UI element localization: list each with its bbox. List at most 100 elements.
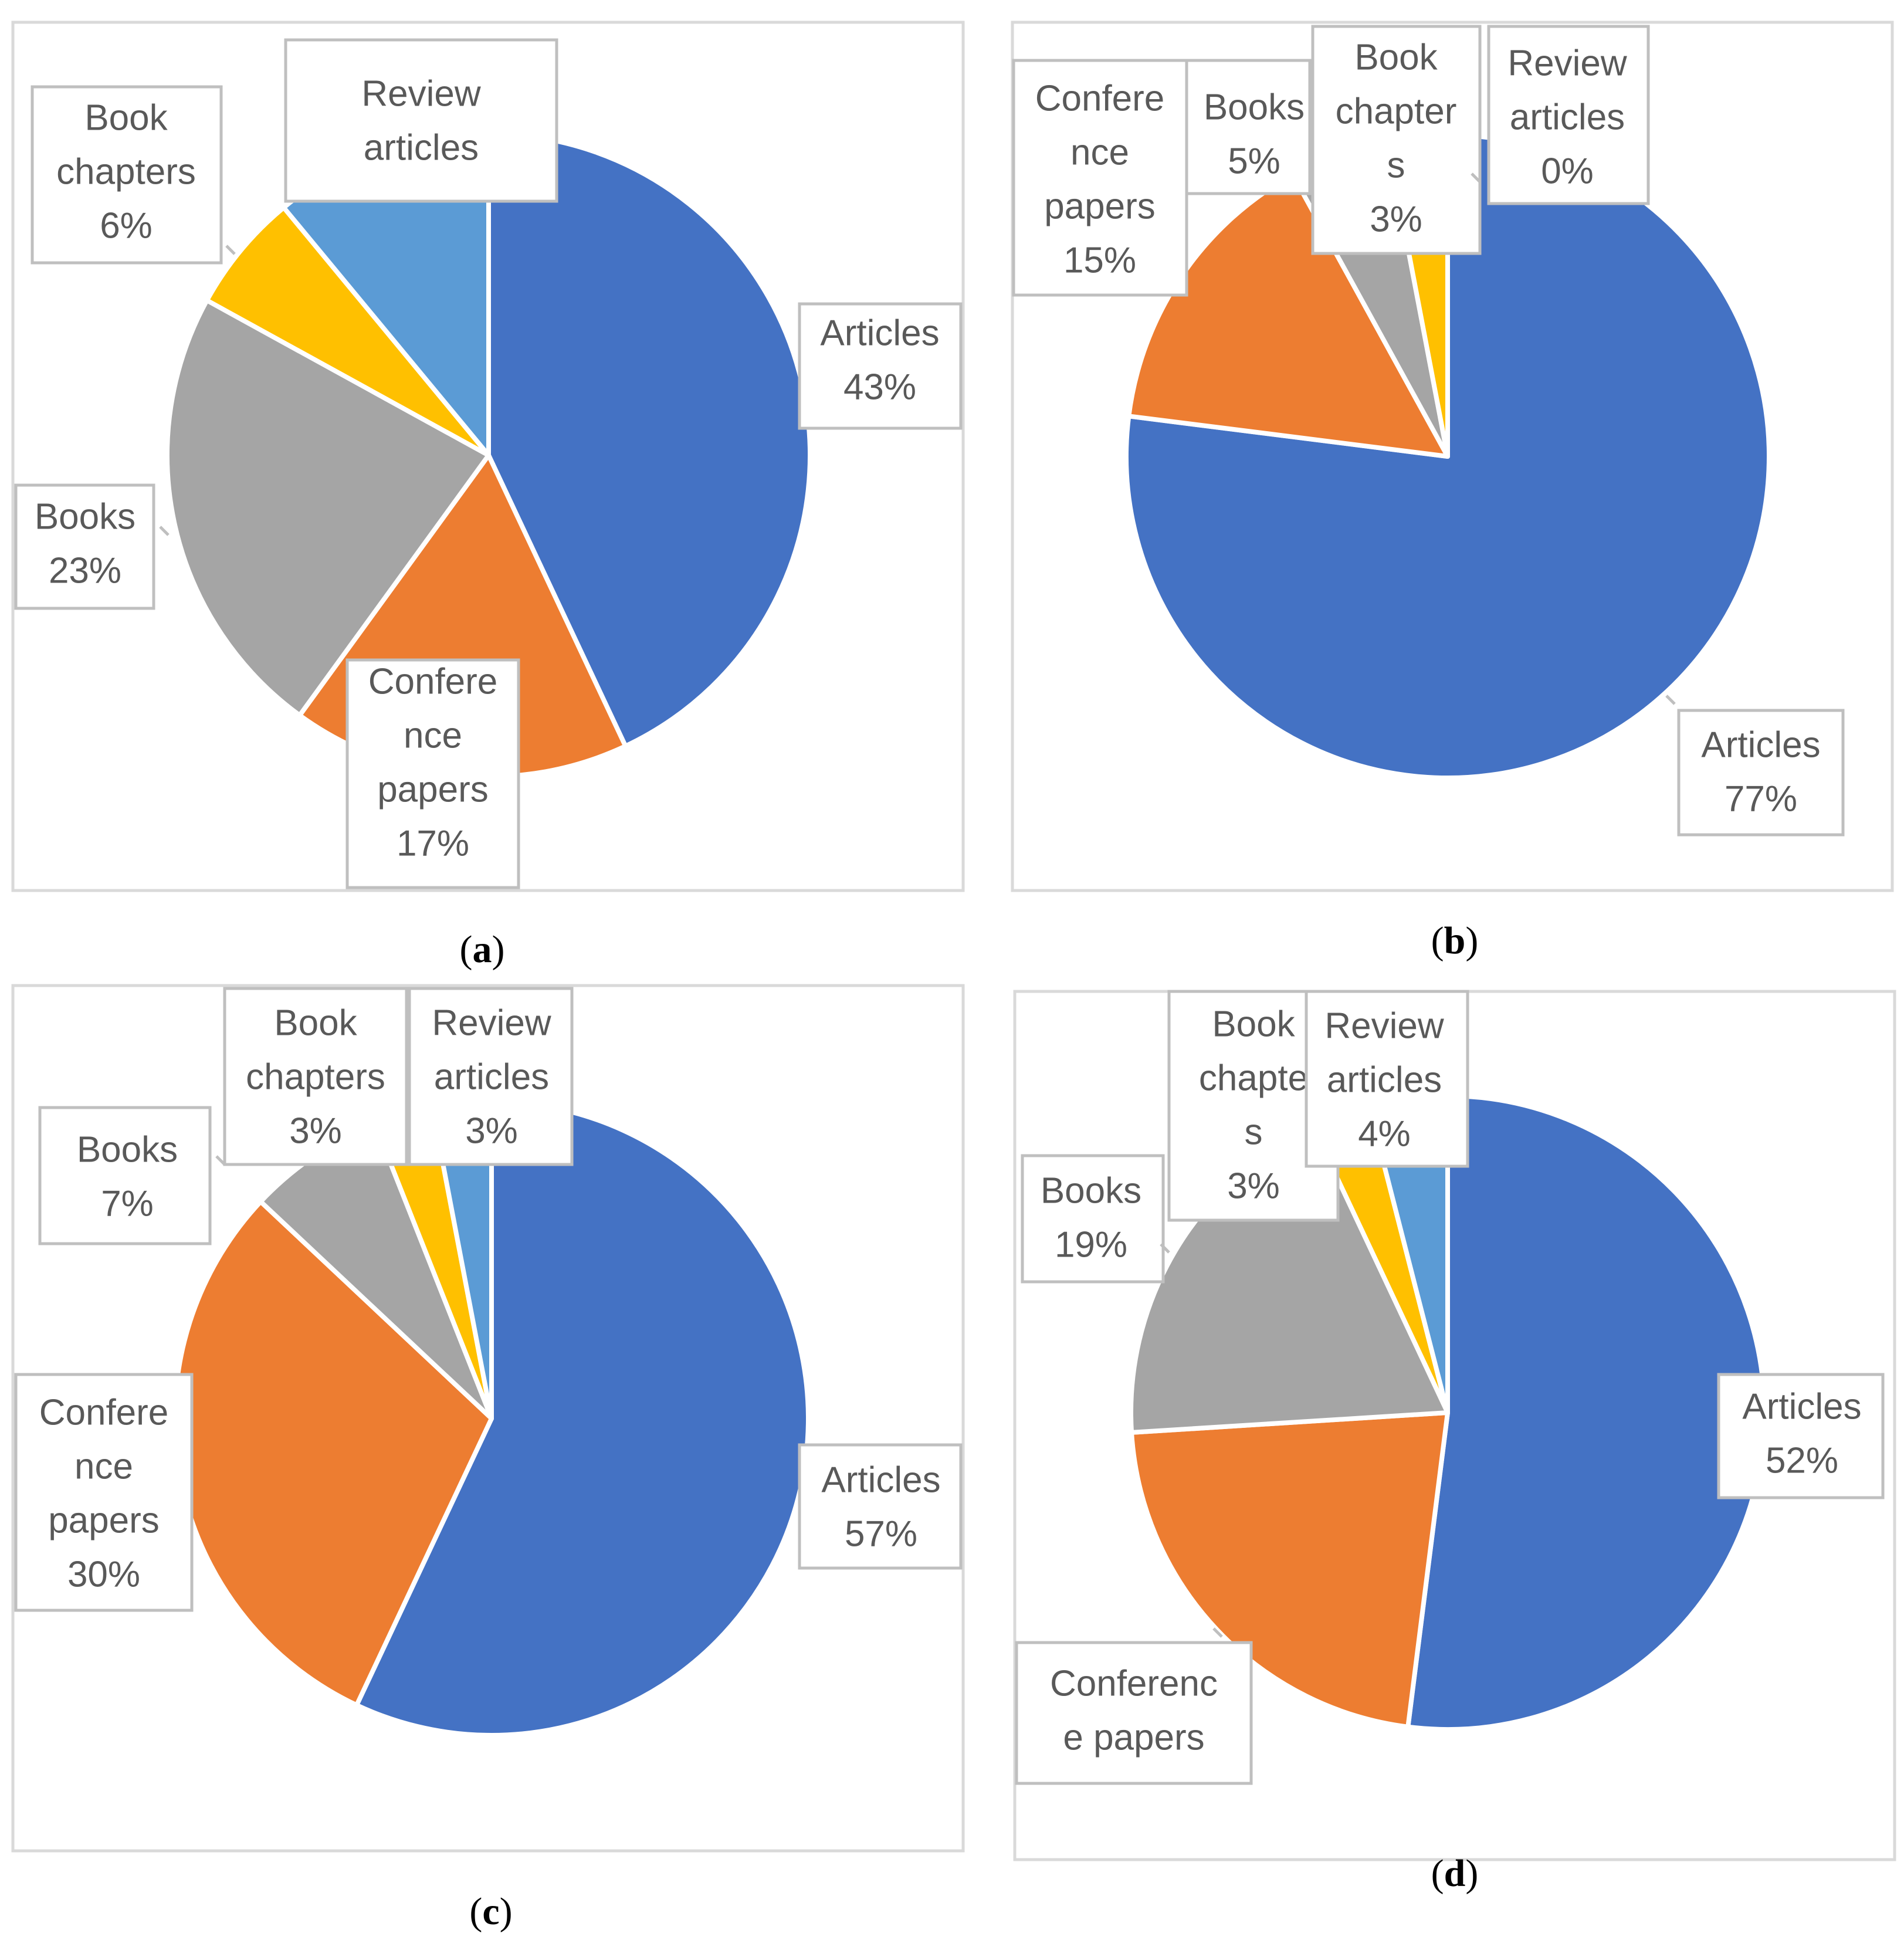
data-label-line: Confere <box>39 1392 169 1433</box>
data-label-box <box>1015 1641 1253 1785</box>
data-label-articles: Articles 52% <box>1717 1373 1885 1499</box>
data-label-line: articles <box>1327 1059 1442 1100</box>
panel-caption: (b) <box>1431 919 1479 962</box>
data-label-review-articles: Review articles <box>284 38 558 203</box>
data-label-line: Confere <box>1035 78 1165 119</box>
data-label-line: 19% <box>1055 1224 1127 1265</box>
data-label-box <box>1487 25 1650 205</box>
data-label-books: Books 19% <box>1021 1154 1170 1284</box>
data-label-book-chapters: Book chapters 6% <box>31 85 236 265</box>
data-label-conference-papers: Confere nce papers 15% <box>1012 59 1188 297</box>
data-label-box <box>14 1373 194 1612</box>
data-label-line: Review <box>432 1003 551 1043</box>
data-label-box <box>408 987 574 1166</box>
data-label-line: papers <box>48 1500 160 1541</box>
data-label-line: Confere <box>368 661 498 702</box>
data-label-line: Books <box>35 496 135 537</box>
data-label-line: Review <box>361 73 481 114</box>
data-label-line: Book <box>1354 37 1438 77</box>
data-label-line: Conferenc <box>1050 1663 1218 1704</box>
data-label-books: Books 7% <box>38 1106 226 1245</box>
data-label-conference-papers: Confere nce papers 17% <box>345 658 520 889</box>
data-label-line: e papers <box>1063 1717 1204 1758</box>
data-label-box <box>284 38 558 203</box>
panel-b: Articles77%Conferencepapers15%Books5%Boo… <box>1011 21 1894 962</box>
panel-caption: (a) <box>460 928 505 971</box>
panel-c: Articles57%Conferencepapers30%Books7%Boo… <box>11 984 965 1933</box>
panel-caption: (d) <box>1431 1852 1479 1895</box>
data-label-box <box>345 658 520 889</box>
data-label-line: articles <box>434 1057 549 1097</box>
data-label-line: nce <box>404 715 462 756</box>
data-label-line: s <box>1245 1112 1263 1152</box>
caption-paren: ( <box>469 1890 482 1933</box>
data-label-box <box>1185 59 1312 195</box>
data-label-articles: Articles 43% <box>798 302 963 430</box>
caption-letter: a <box>473 928 492 971</box>
data-label-box <box>14 483 155 610</box>
caption-paren: ( <box>1431 1852 1444 1895</box>
data-label-box <box>1021 1154 1165 1284</box>
data-label-line: chapte <box>1199 1058 1308 1098</box>
data-label-review-articles: Review articles 4% <box>1305 990 1469 1168</box>
data-label-books: Books 23% <box>14 483 170 610</box>
data-label-line: 43% <box>843 367 916 407</box>
data-label-line: 4% <box>1358 1113 1411 1154</box>
data-label-pointer <box>159 526 170 536</box>
data-label-box <box>31 85 223 265</box>
data-label-box <box>1717 1373 1885 1499</box>
data-label-line: 57% <box>845 1514 917 1554</box>
data-label-line: 23% <box>49 550 121 591</box>
caption-letter: d <box>1444 1852 1466 1895</box>
caption-paren: ) <box>492 928 505 971</box>
data-label-line: Articles <box>820 313 939 353</box>
data-label-line: nce <box>74 1446 133 1487</box>
data-label-line: articles <box>1510 97 1625 137</box>
data-label-line: 52% <box>1766 1440 1838 1481</box>
data-label-line: Articles <box>821 1460 940 1500</box>
data-label-pointer <box>1471 172 1481 183</box>
data-label-box <box>1305 990 1469 1168</box>
data-label-line: Books <box>1204 87 1305 127</box>
data-label-box <box>1012 59 1188 297</box>
pie-slice-book-chapters <box>204 205 491 458</box>
data-label-line: 0% <box>1541 151 1594 191</box>
data-label-line: Books <box>1041 1170 1141 1211</box>
data-label-line: Review <box>1324 1005 1444 1046</box>
data-label-line: 3% <box>289 1110 342 1151</box>
caption-letter: b <box>1444 919 1466 962</box>
data-label-box <box>798 1443 963 1570</box>
caption-letter: c <box>482 1890 499 1933</box>
data-label-line: 5% <box>1228 141 1280 181</box>
data-label-pointer <box>1665 695 1676 705</box>
data-label-line: Book <box>84 97 168 138</box>
caption-paren: ) <box>1465 919 1478 962</box>
data-label-line: papers <box>377 769 489 810</box>
caption-paren: ) <box>1465 1852 1478 1895</box>
data-label-line: 3% <box>1227 1166 1280 1206</box>
data-label-line: s <box>1387 145 1405 185</box>
caption-paren: ( <box>1431 919 1444 962</box>
data-label-line: Articles <box>1742 1386 1861 1427</box>
data-label-line: 30% <box>67 1554 140 1594</box>
data-label-line: chapters <box>246 1057 385 1097</box>
data-label-review-articles: Review articles 3% <box>408 987 574 1166</box>
data-label-box <box>1677 709 1845 837</box>
data-label-box <box>798 302 963 430</box>
data-label-articles: Articles 57% <box>798 1443 963 1570</box>
data-label-pointer <box>1160 1243 1170 1254</box>
data-label-articles: Articles 77% <box>1665 695 1845 837</box>
data-label-line: Review <box>1507 43 1627 83</box>
data-label-line: Book <box>1212 1004 1295 1044</box>
data-label-book-chapters: Book chapter s 3% <box>1311 25 1482 255</box>
data-label-line: articles <box>364 127 479 168</box>
panel-caption: (c) <box>469 1890 512 1933</box>
data-label-line: 7% <box>101 1183 154 1224</box>
data-label-line: 77% <box>1725 778 1797 819</box>
data-label-line: Articles <box>1701 724 1820 765</box>
panel-a: Articles43%Conferencepapers17%Books23%Bo… <box>11 21 965 971</box>
data-label-review-articles: Review articles 0% <box>1471 25 1650 205</box>
data-label-pointer <box>225 245 236 255</box>
